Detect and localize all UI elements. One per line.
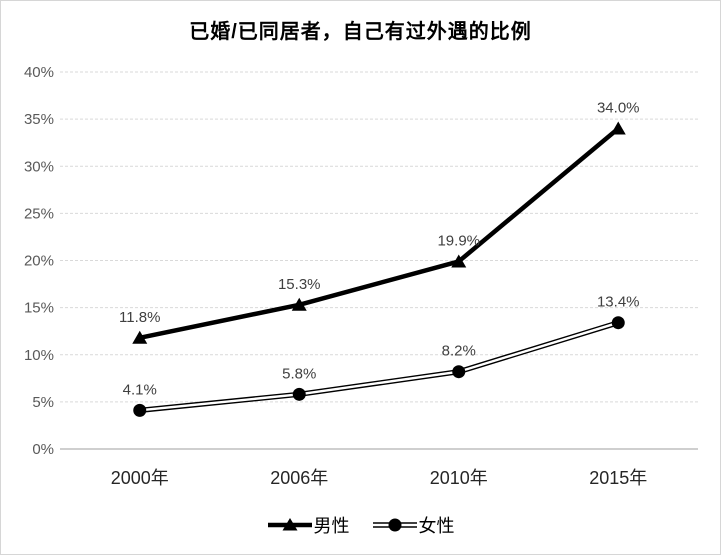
y-tick-label: 15% (24, 300, 54, 317)
marker-circle-2006年 (292, 387, 306, 401)
data-label: 13.4% (597, 294, 640, 311)
legend-label-male: 男性 (313, 516, 350, 536)
legend: 男性 女性 (1, 512, 720, 538)
y-tick-label: 5% (32, 394, 54, 411)
data-label: 34.0% (597, 100, 640, 117)
chart-title: 已婚/已同居者，自己有过外遇的比例 (189, 21, 532, 43)
x-tick-label: 2015年 (589, 468, 647, 488)
series-line-男性 (139, 126, 620, 340)
data-label: 4.1% (123, 381, 157, 398)
marker-triangle-2006年 (291, 297, 307, 311)
data-label: 11.8% (119, 309, 160, 326)
x-tick-label: 2010年 (430, 468, 488, 488)
y-tick-label: 0% (32, 441, 54, 458)
y-tick-label: 30% (24, 158, 54, 175)
marker-circle-2000年 (133, 403, 147, 417)
legend-label-female: 女性 (418, 516, 455, 536)
legend-item-female: 女性 (372, 512, 455, 538)
y-tick-label: 10% (24, 347, 54, 364)
data-label: 5.8% (282, 365, 316, 382)
x-tick-label: 2006年 (270, 468, 328, 488)
data-label: 8.2% (442, 343, 476, 360)
y-tick-label: 20% (24, 253, 54, 270)
series-line-女性 (139, 320, 620, 413)
male-series-swatch-icon (267, 518, 312, 531)
marker-triangle-2015年 (610, 121, 626, 135)
x-tick-label: 2000年 (111, 468, 169, 488)
legend-item-male: 男性 (267, 512, 350, 538)
y-tick-label: 25% (24, 205, 54, 222)
marker-triangle-2000年 (132, 330, 148, 344)
series-line-core-女性 (139, 321, 619, 412)
data-label: 15.3% (278, 276, 321, 293)
y-tick-label: 35% (24, 111, 54, 128)
female-series-swatch-icon (372, 518, 417, 532)
marker-triangle-2010年 (451, 254, 467, 268)
data-label: 19.9% (437, 232, 480, 249)
y-tick-label: 40% (24, 64, 54, 81)
marker-circle-2010年 (452, 365, 466, 379)
marker-circle-2015年 (611, 316, 625, 330)
